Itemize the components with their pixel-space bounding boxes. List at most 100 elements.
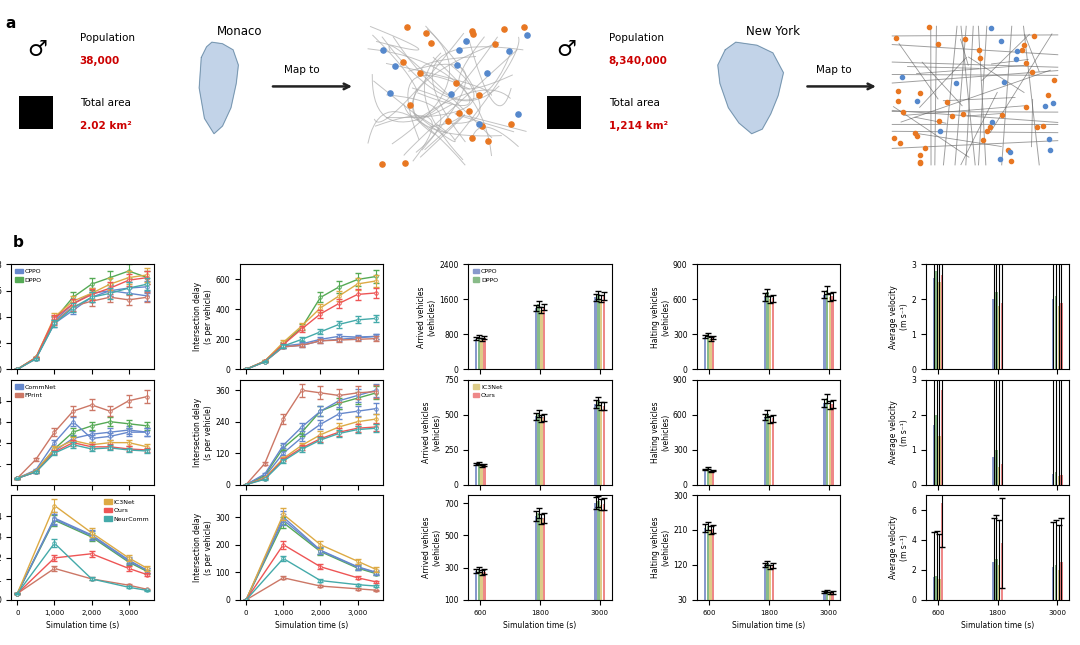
Bar xyxy=(1052,474,1054,484)
Bar xyxy=(481,573,483,616)
Bar xyxy=(543,518,545,616)
Bar xyxy=(706,334,708,370)
Bar xyxy=(704,528,706,611)
Bar xyxy=(535,516,537,616)
Bar xyxy=(712,529,715,611)
Bar xyxy=(823,403,825,484)
Bar xyxy=(935,576,937,600)
Bar xyxy=(538,413,540,484)
Bar xyxy=(538,513,540,616)
Bar xyxy=(1052,299,1054,370)
Bar xyxy=(712,338,715,370)
Bar xyxy=(826,290,828,370)
Bar xyxy=(710,471,712,484)
Bar xyxy=(540,310,542,370)
Bar xyxy=(1055,296,1057,370)
Bar xyxy=(941,275,943,370)
Y-axis label: Halting vehicles
(vehicles): Halting vehicles (vehicles) xyxy=(651,401,671,463)
Bar xyxy=(538,304,540,370)
Bar xyxy=(764,417,766,484)
Y-axis label: Intersection delay
(s per vehicle): Intersection delay (s per vehicle) xyxy=(193,397,213,467)
Bar xyxy=(832,296,834,370)
Text: Total area: Total area xyxy=(609,98,660,108)
Bar xyxy=(710,530,712,611)
Bar xyxy=(772,418,774,484)
Bar xyxy=(599,299,603,370)
Bar xyxy=(764,297,766,370)
Bar xyxy=(535,416,537,484)
Bar xyxy=(475,339,477,370)
Bar xyxy=(1052,567,1054,600)
Bar xyxy=(712,471,715,484)
Text: Map to: Map to xyxy=(284,64,320,75)
Bar xyxy=(594,297,597,370)
Bar xyxy=(826,591,828,611)
Legend: CommNet, FPrint: CommNet, FPrint xyxy=(14,383,57,399)
Bar xyxy=(826,399,828,484)
Bar xyxy=(704,337,706,370)
Y-axis label: Average velocity
(m s⁻¹): Average velocity (m s⁻¹) xyxy=(890,285,908,349)
Bar xyxy=(935,415,937,484)
Bar xyxy=(993,457,995,484)
Y-axis label: Average velocity
(m s⁻¹): Average velocity (m s⁻¹) xyxy=(890,515,908,579)
Bar xyxy=(594,503,597,616)
Bar xyxy=(1061,475,1063,484)
Bar xyxy=(998,467,1000,484)
Bar xyxy=(823,592,825,611)
Y-axis label: Intersection delay
(s per vehicle): Intersection delay (s per vehicle) xyxy=(193,513,213,582)
Bar xyxy=(828,593,832,611)
Bar xyxy=(828,297,832,370)
Bar xyxy=(1000,464,1003,484)
Bar xyxy=(481,466,483,484)
Bar xyxy=(933,279,935,370)
Y-axis label: Arrived vehicles
(vehicles): Arrived vehicles (vehicles) xyxy=(417,286,436,348)
Bar xyxy=(939,435,941,484)
Bar xyxy=(19,95,53,129)
X-axis label: Simulation time (s): Simulation time (s) xyxy=(732,621,806,630)
Text: Monaco: Monaco xyxy=(217,25,262,38)
Text: New York: New York xyxy=(746,25,800,38)
Polygon shape xyxy=(718,42,783,134)
Bar xyxy=(597,401,599,484)
Bar xyxy=(477,570,481,616)
Bar xyxy=(1057,476,1059,484)
Bar xyxy=(767,292,769,370)
Bar xyxy=(828,405,832,484)
Bar xyxy=(769,299,771,370)
Bar xyxy=(540,418,542,484)
Bar xyxy=(483,338,486,370)
X-axis label: Simulation time (s): Simulation time (s) xyxy=(961,621,1035,630)
Bar xyxy=(939,579,941,600)
Text: 1,214 km²: 1,214 km² xyxy=(609,121,667,131)
Bar xyxy=(998,566,1000,600)
Bar xyxy=(832,593,834,611)
Bar xyxy=(1061,303,1063,370)
Text: b: b xyxy=(13,235,24,250)
Bar xyxy=(939,282,941,370)
Bar xyxy=(832,404,834,484)
Bar xyxy=(483,465,486,484)
Bar xyxy=(710,339,712,370)
X-axis label: Simulation time (s): Simulation time (s) xyxy=(45,621,119,630)
Bar xyxy=(941,502,943,600)
Text: Population: Population xyxy=(609,33,664,43)
Bar xyxy=(543,307,545,370)
Bar xyxy=(597,502,599,616)
Bar xyxy=(1061,562,1063,600)
Text: Population: Population xyxy=(80,33,135,43)
Y-axis label: Intersection delay
(s per vehicle): Intersection delay (s per vehicle) xyxy=(193,283,213,352)
Bar xyxy=(704,470,706,484)
Bar xyxy=(995,559,998,600)
Bar xyxy=(995,450,998,484)
Bar xyxy=(599,505,603,616)
Bar xyxy=(603,406,605,484)
Bar xyxy=(706,526,708,611)
Bar xyxy=(772,298,774,370)
Bar xyxy=(540,519,542,616)
Text: 2.02 km²: 2.02 km² xyxy=(80,121,132,131)
Bar xyxy=(769,567,771,611)
Bar xyxy=(1055,472,1057,484)
Bar xyxy=(483,571,486,616)
Text: a: a xyxy=(5,16,16,32)
Y-axis label: Arrived vehicles
(vehicles): Arrived vehicles (vehicles) xyxy=(422,517,442,578)
